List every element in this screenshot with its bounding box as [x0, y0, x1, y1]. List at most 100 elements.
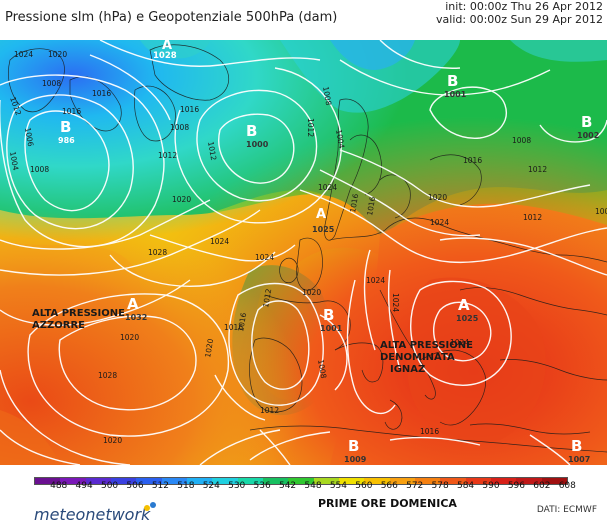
init-time: init: 00:00z Thu 26 Apr 2012 — [445, 0, 603, 13]
isobar-label: 1016 — [236, 312, 248, 333]
legend-tick: 572 — [406, 481, 424, 491]
isobar-label: 1016 — [62, 107, 81, 116]
isobar-label: 1012 — [261, 288, 273, 309]
svg-text:1007: 1007 — [568, 455, 590, 464]
isobar-label: 1016 — [224, 323, 243, 332]
svg-text:1000: 1000 — [246, 140, 269, 149]
svg-text:B: B — [348, 437, 359, 455]
legend-tick: 542 — [278, 481, 297, 491]
isobar-label: 1008 — [321, 86, 333, 107]
isobar-label: 1016 — [420, 427, 439, 436]
svg-text:1025: 1025 — [312, 225, 335, 234]
legend-tick: 512 — [151, 481, 170, 491]
isobar-label: 1020 — [203, 338, 215, 359]
legend-tick: 524 — [202, 481, 220, 491]
legend-tick: 602 — [533, 481, 551, 491]
svg-text:A: A — [316, 207, 326, 222]
svg-text:986: 986 — [58, 136, 75, 145]
legend-swatch — [237, 478, 263, 484]
legend-ticks: 488 494 500 506 512 518 524 530 536 542 548 554 560 5… — [34, 481, 580, 495]
isobar-label: 1012 — [206, 141, 218, 162]
logo-dot-icon — [144, 505, 150, 511]
legend-tick: 530 — [228, 481, 246, 491]
header: Pressione slm (hPa) e Geopotenziale 500h… — [0, 0, 607, 40]
isobar-label: 1024 — [14, 50, 33, 59]
legend-tick: 590 — [482, 481, 500, 491]
isobar-label: 1024 — [450, 338, 469, 347]
footer: 488 494 500 506 512 518 524 530 536 542 548 554 560 5… — [0, 465, 607, 524]
legend-swatch — [465, 478, 491, 484]
legend-swatch — [35, 478, 61, 484]
legend-tick: 536 — [253, 481, 271, 491]
isobar-label: 1016 — [348, 193, 360, 214]
annotation-line: DENOMINATA — [380, 352, 455, 363]
legend-swatch — [85, 478, 111, 484]
svg-text:A: A — [162, 40, 172, 53]
weather-map: A 1028 B 986 B 1000 B 1001 B 1002 A 1025 A 1032… — [0, 40, 607, 465]
color-legend — [34, 477, 568, 485]
legend-tick: 608 — [558, 481, 576, 491]
legend-swatch — [288, 478, 314, 484]
map-title: Pressione slm (hPa) e Geopotenziale 500h… — [5, 10, 338, 25]
isobar-label: 1008 — [170, 123, 189, 132]
isobar-label: 1004 — [8, 151, 20, 172]
legend-tick: 566 — [380, 481, 398, 491]
isobar-label: 1020 — [428, 193, 447, 202]
run-info: init: 00:00z Thu 26 Apr 2012 valid: 00:0… — [436, 0, 603, 26]
isobar-label: 1028 — [148, 248, 167, 257]
legend-swatch — [541, 478, 567, 484]
legend-tick: 584 — [456, 481, 475, 491]
isobar-label: 1024 — [366, 276, 385, 285]
legend-swatch — [212, 478, 238, 484]
annotation-ignaz: ALTA PRESSIONE DENOMINATA IGNAZ — [380, 340, 473, 376]
legend-tick: 596 — [507, 481, 526, 491]
isobar-label: 1024 — [210, 237, 229, 246]
svg-text:1028: 1028 — [153, 51, 177, 61]
valid-time: valid: 00:00z Sun 29 Apr 2012 — [436, 12, 603, 26]
logo-dots-icon — [144, 502, 164, 512]
isobar-label: 1006 — [23, 127, 35, 148]
legend-tick: 548 — [304, 481, 322, 491]
legend-tick: 560 — [355, 481, 373, 491]
svg-text:B: B — [323, 306, 334, 324]
legend-swatch — [262, 478, 289, 484]
svg-text:A: A — [458, 296, 470, 314]
legend-swatch — [389, 478, 415, 484]
isobar-label: 1024 — [430, 218, 449, 227]
isobar-label: 1024 — [318, 183, 337, 192]
isobar-label: 1008 — [595, 207, 607, 216]
isobar-labels: 1024 1020 1008 1012 1006 1004 1008 1016 … — [8, 50, 607, 445]
isobar-label: 1024 — [255, 253, 274, 262]
isobar-label: 1020 — [48, 50, 67, 59]
data-source: DATI: ECMWF — [536, 505, 597, 515]
annotation-line: IGNAZ — [390, 364, 426, 375]
brand-logo: meteonetwork — [34, 505, 151, 524]
legend-tick: 578 — [431, 481, 449, 491]
isobar-label: 1020 — [103, 436, 122, 445]
isobar-label: 1024 — [391, 293, 400, 312]
isobar-label: 1008 — [30, 165, 49, 174]
isobar-label: 1028 — [98, 371, 117, 380]
svg-text:1025: 1025 — [456, 314, 479, 323]
legend-tick: 488 — [50, 481, 68, 491]
svg-text:B: B — [246, 122, 257, 140]
annotation-line: ALTA PRESSIONE — [380, 340, 473, 351]
isobar-label: 1016 — [463, 156, 482, 165]
svg-text:A: A — [127, 295, 139, 313]
svg-text:B: B — [60, 118, 71, 136]
legend-swatch — [414, 478, 441, 484]
svg-text:B: B — [571, 437, 582, 455]
isobar-label: 1012 — [158, 151, 177, 160]
isobar-label: 1020 — [172, 195, 191, 204]
annotation-line: ALTA PRESSIONE — [32, 308, 125, 319]
svg-text:B: B — [447, 72, 458, 90]
